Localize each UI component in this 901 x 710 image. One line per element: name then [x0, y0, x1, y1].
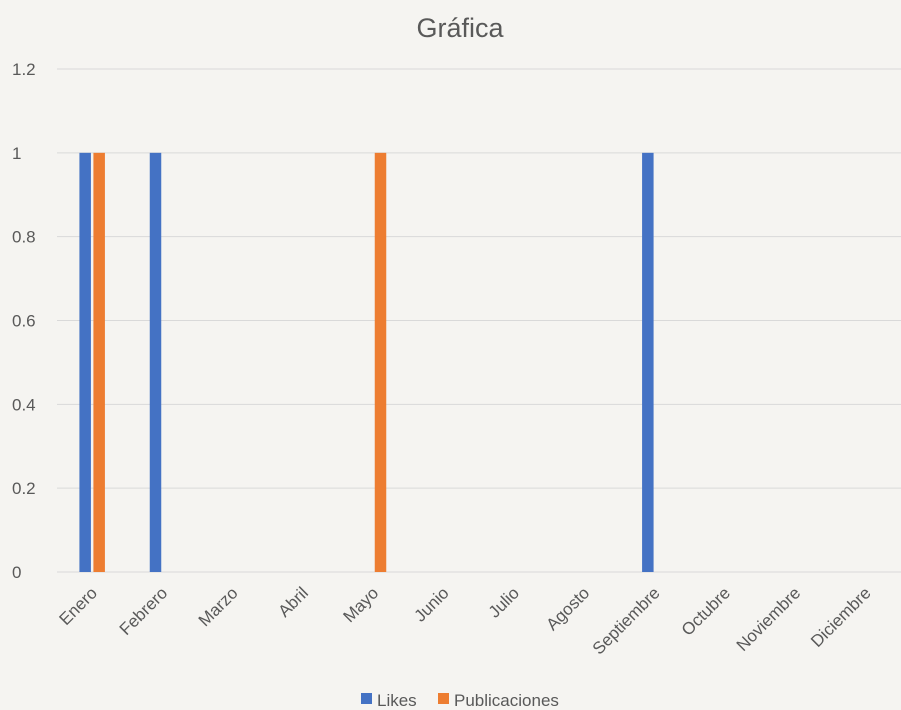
bar-likes-febrero	[149, 152, 162, 573]
legend: Likes Publicaciones	[361, 691, 559, 710]
x-axis-labels: Enero Febrero Marzo Abril Mayo Junio Julio Agos…	[55, 583, 874, 658]
chart-title: Gráfica	[416, 13, 504, 43]
legend-swatch-publicaciones	[438, 693, 449, 704]
legend-label-publicaciones: Publicaciones	[454, 691, 559, 710]
y-tick-label: 1	[12, 144, 21, 163]
legend-swatch-likes	[361, 693, 372, 704]
x-category-label: Marzo	[195, 583, 242, 630]
y-tick-label: 0.6	[12, 312, 36, 331]
x-category-label: Diciembre	[807, 583, 875, 651]
legend-label-likes: Likes	[377, 691, 417, 710]
x-category-label: Noviembre	[733, 583, 805, 655]
bar-likes-enero	[79, 152, 91, 573]
y-tick-label: 1.2	[12, 60, 36, 79]
gridlines	[57, 68, 901, 573]
x-category-label: Agosto	[542, 583, 593, 634]
bar-likes-septiembre	[642, 152, 654, 573]
x-category-label: Abril	[275, 583, 312, 620]
y-tick-label: 0.2	[12, 479, 36, 498]
y-tick-label: 0.8	[12, 228, 36, 247]
x-category-label: Febrero	[116, 583, 172, 639]
x-category-label: Enero	[55, 583, 101, 629]
y-axis-ticks: 0 0.2 0.4 0.6 0.8 1 1.2	[12, 60, 36, 582]
y-tick-label: 0.4	[12, 395, 36, 414]
bars	[79, 152, 654, 573]
x-category-label: Octubre	[678, 583, 734, 639]
x-category-label: Mayo	[339, 583, 382, 626]
x-category-label: Junio	[410, 583, 452, 625]
bar-publicaciones-enero	[93, 152, 105, 573]
y-tick-label: 0	[12, 563, 21, 582]
bar-publicaciones-mayo	[374, 152, 387, 573]
x-category-label: Septiembre	[589, 583, 664, 658]
x-category-label: Julio	[485, 583, 523, 621]
